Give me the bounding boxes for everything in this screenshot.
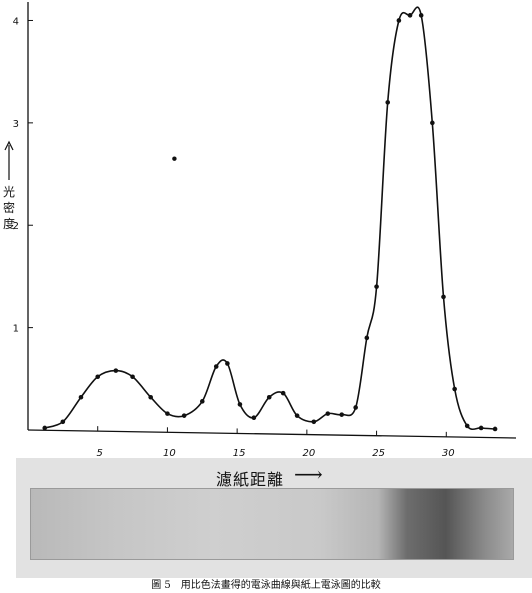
data-point <box>213 364 219 369</box>
y-axis-title-char: 密 <box>3 200 15 215</box>
x-tick-label: 25 <box>372 448 385 459</box>
data-point <box>325 411 331 416</box>
data-point <box>407 13 413 18</box>
data-point <box>266 394 272 400</box>
data-point <box>199 399 205 404</box>
data-point <box>364 335 370 341</box>
x-tick-label: 10 <box>163 448 176 459</box>
data-point <box>181 413 187 418</box>
y-tick-label: 1 <box>13 324 19 335</box>
data-point <box>225 361 230 366</box>
data-point <box>452 386 457 392</box>
data-point <box>148 394 153 400</box>
x-tick-label: 30 <box>442 448 455 459</box>
paper-electrophoresis-strip: 濾紙距離 ⟶ <box>16 458 532 578</box>
density-curve-line <box>44 6 496 431</box>
y-tick-label: 2 <box>13 221 19 232</box>
data-point <box>60 419 66 425</box>
x-tick-label: 5 <box>97 448 103 459</box>
data-point <box>113 368 119 373</box>
y-tick-label: 4 <box>13 16 19 27</box>
right-arrow-icon: ⟶ <box>294 462 323 486</box>
data-point <box>430 120 435 126</box>
paper-strip-image <box>30 488 514 560</box>
data-point <box>78 394 84 400</box>
data-point <box>441 294 446 300</box>
x-tick-label: 15 <box>233 448 246 459</box>
x-tick-label: 20 <box>302 448 315 459</box>
y-tick-label: 3 <box>13 119 19 130</box>
data-point <box>353 405 358 410</box>
data-point <box>418 13 424 18</box>
stray-ink-dot <box>172 156 177 161</box>
data-point <box>280 390 286 396</box>
y-axis-title-char: 度 <box>3 216 15 231</box>
data-point <box>339 412 345 417</box>
figure-caption: 圖 5 用比色法畫得的電泳曲線與紙上電泳圖的比較 <box>151 580 381 591</box>
x-axis-title: 濾紙距離 <box>216 470 285 489</box>
data-point <box>42 425 48 431</box>
data-point <box>478 425 484 431</box>
data-point <box>492 426 498 432</box>
data-point <box>165 411 170 416</box>
data-point <box>464 423 470 429</box>
data-point <box>396 18 402 23</box>
x-axis-line <box>27 429 517 439</box>
up-arrow-head <box>4 140 14 151</box>
data-point <box>251 415 257 421</box>
data-point <box>95 374 101 380</box>
data-point <box>311 419 317 425</box>
data-point <box>130 374 135 380</box>
data-point <box>294 413 300 418</box>
y-axis-title-char: 光 <box>3 185 15 199</box>
data-point <box>374 284 379 289</box>
optical-density-chart: 1 2 3 4 5 10 15 20 25 30 光密度 <box>3 2 517 459</box>
data-point <box>385 100 391 105</box>
data-point <box>237 402 243 407</box>
